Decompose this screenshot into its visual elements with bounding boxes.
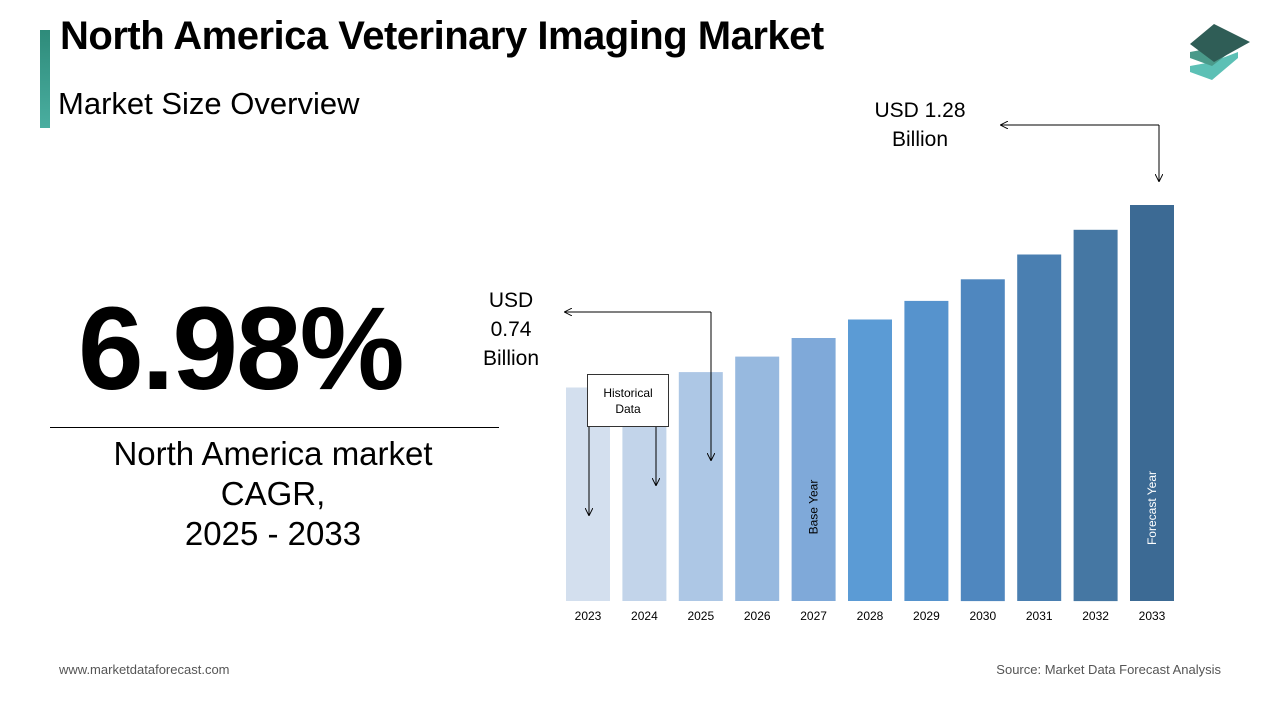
start-value-line: USD	[488, 289, 534, 312]
cagr-caption: North America market CAGR, 2025 - 2033	[50, 434, 496, 554]
chart-x-axis-labels: 2023 2024 2025 2026 2027 2028 2029 2030 2031 2032…	[575, 609, 1166, 623]
bar-2025	[678, 372, 723, 601]
stacked-layers-icon	[1190, 24, 1250, 80]
cagr-caption-line: North America market	[113, 435, 433, 472]
end-value-line: USD 1.28	[874, 99, 966, 122]
x-tick-label: 2028	[857, 609, 884, 623]
start-value-callout: USD 0.74 Billion	[470, 286, 552, 373]
x-tick-label: 2032	[1082, 609, 1109, 623]
bar-2030	[960, 279, 1005, 602]
x-tick-label: 2031	[1026, 609, 1053, 623]
end-value-line: Billion	[891, 128, 949, 151]
logo-layer-top	[1190, 24, 1250, 62]
page-title: North America Veterinary Imaging Market	[60, 14, 824, 58]
bar-2029	[904, 300, 949, 601]
cagr-caption-line: CAGR,	[220, 475, 326, 512]
x-tick-label: 2023	[575, 609, 602, 623]
footer-website: www.marketdataforecast.com	[59, 662, 230, 677]
bar-2028	[848, 319, 892, 601]
chart-bar-annotations: Base Year Forecast Year	[807, 471, 1159, 545]
x-tick-label: 2027	[800, 609, 827, 623]
historical-data-line: Data	[615, 402, 641, 416]
page-subtitle: Market Size Overview	[58, 86, 360, 121]
logo-layer-bottom	[1190, 52, 1238, 80]
x-tick-label: 2033	[1139, 609, 1166, 623]
cagr-caption-line: 2025 - 2033	[184, 515, 362, 552]
bar-2032	[1073, 229, 1118, 602]
bar-2033	[1130, 205, 1174, 601]
historical-data-callout: Historical Data	[587, 374, 669, 427]
bar-2026	[735, 356, 780, 601]
title-accent-bar	[40, 30, 50, 128]
bar-2031	[1017, 254, 1062, 601]
x-tick-label: 2029	[913, 609, 940, 623]
x-tick-label: 2025	[687, 609, 714, 623]
x-tick-label: 2030	[969, 609, 996, 623]
footer-source: Source: Market Data Forecast Analysis	[996, 662, 1221, 677]
bar-annotation-2027: Base Year	[807, 480, 821, 535]
start-value-line: 0.74	[490, 318, 532, 341]
callout-arrows	[565, 125, 1159, 515]
x-tick-label: 2024	[631, 609, 658, 623]
x-tick-label: 2026	[744, 609, 771, 623]
bar-annotation-2033: Forecast Year	[1145, 471, 1159, 545]
kpi-divider	[50, 427, 499, 428]
cagr-value: 6.98%	[78, 283, 405, 415]
historical-data-line: Historical	[603, 386, 653, 400]
start-value-line: Billion	[482, 347, 540, 370]
end-value-callout: USD 1.28 Billion	[850, 96, 990, 154]
bar-2027	[791, 338, 836, 601]
